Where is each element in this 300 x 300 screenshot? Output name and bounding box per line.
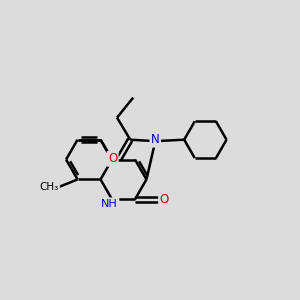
Text: CH₃: CH₃ (39, 182, 58, 192)
Text: O: O (108, 152, 117, 165)
Text: N: N (151, 133, 160, 146)
Text: NH: NH (101, 199, 118, 209)
Text: O: O (160, 193, 169, 206)
